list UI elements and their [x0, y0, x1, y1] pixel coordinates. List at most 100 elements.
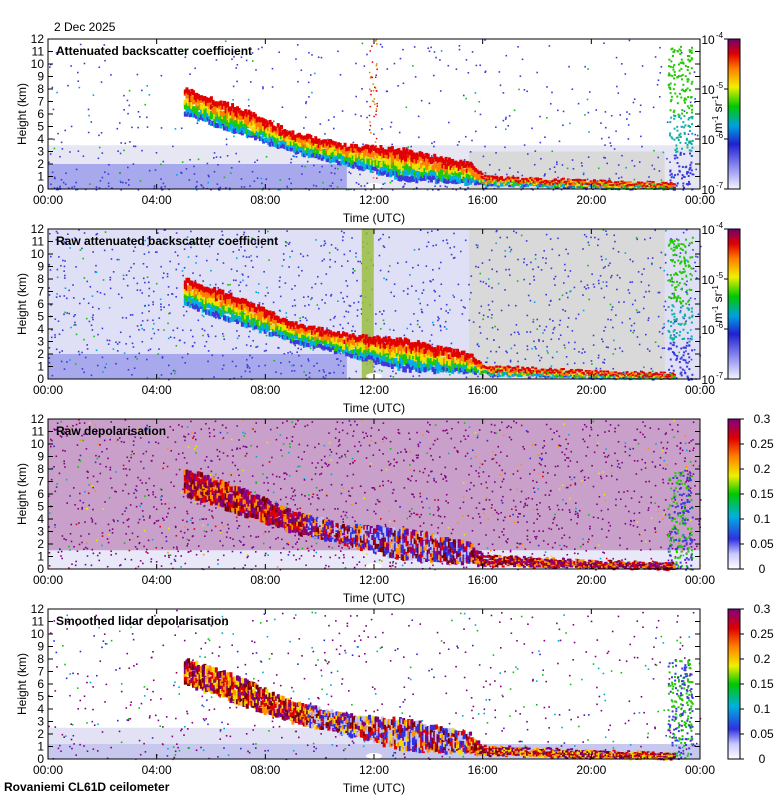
colorbar-tick-exponent: -6 — [716, 321, 724, 330]
cloud-band — [183, 469, 676, 572]
y-tick-label: 4 — [37, 512, 44, 526]
colorbar-tick-label: 0.05 — [750, 727, 774, 741]
y-tick-label: 10 — [31, 437, 45, 451]
y-tick-label: 5 — [37, 120, 44, 134]
colorbar-tick-label: 10 — [701, 273, 715, 287]
x-tick-label: 00:00 — [685, 193, 715, 207]
colorbar-gradient — [727, 228, 741, 380]
y-tick-label: 10 — [31, 247, 45, 261]
x-tick-label: 12:00 — [359, 763, 389, 777]
evening-signal-column — [667, 469, 694, 571]
x-tick-label: 20:00 — [576, 193, 606, 207]
x-axis-label: Time (UTC) — [343, 781, 405, 795]
y-tick-label: 0 — [37, 182, 44, 196]
colorbar-tick-label: 10 — [701, 183, 715, 197]
y-tick-label: 4 — [37, 132, 44, 146]
x-tick-label: 00:00 — [33, 193, 63, 207]
y-tick-label: 7 — [37, 285, 44, 299]
colorbar-tick-label: 0.3 — [754, 412, 771, 426]
colorbar-tick-label: 0.3 — [754, 602, 771, 616]
x-tick-label: 20:00 — [576, 573, 606, 587]
site-caption: Rovaniemi CL61D ceilometer — [4, 780, 170, 794]
x-tick-label: 16:00 — [468, 193, 498, 207]
y-axis-label: Height (km) — [15, 653, 29, 715]
colorbar-tick-label: 0.15 — [750, 487, 774, 501]
y-tick-label: 6 — [37, 107, 44, 121]
y-tick-label: 2 — [37, 537, 44, 551]
y-tick-label: 7 — [37, 665, 44, 679]
colorbar-unit: m-1 sr-1 — [711, 285, 725, 323]
colorbar-tick-label: 10 — [701, 323, 715, 337]
colorbar-tick-exponent: -7 — [716, 181, 724, 190]
colorbar-tick-exponent: -4 — [716, 221, 724, 230]
y-tick-label: 12 — [31, 602, 45, 616]
y-tick-label: 6 — [37, 297, 44, 311]
colorbar-tick-label: 10 — [701, 223, 715, 237]
colorbar-tick-exponent: -7 — [716, 371, 724, 380]
y-tick-label: 1 — [37, 550, 44, 564]
colorbar-unit: m-1 sr-1 — [711, 95, 725, 133]
colorbar-tick-label: 10 — [701, 33, 715, 47]
x-tick-label: 12:00 — [359, 383, 389, 397]
x-tick-label: 04:00 — [142, 573, 172, 587]
y-tick-label: 12 — [31, 32, 45, 46]
y-tick-label: 5 — [37, 500, 44, 514]
y-tick-label: 7 — [37, 475, 44, 489]
y-tick-label: 4 — [37, 322, 44, 336]
x-tick-label: 00:00 — [685, 763, 715, 777]
y-tick-label: 1 — [37, 740, 44, 754]
y-tick-label: 4 — [37, 702, 44, 716]
colorbar-tick-label: 10 — [701, 133, 715, 147]
x-tick-label: 08:00 — [250, 573, 280, 587]
panel-title: Raw depolarisation — [56, 424, 166, 438]
y-tick-label: 11 — [32, 45, 45, 59]
y-tick-label: 1 — [37, 170, 44, 184]
colorbar: 10-410-510-610 -7m-1 sr-1 — [701, 221, 741, 387]
y-tick-label: 8 — [37, 82, 44, 96]
x-tick-label: 20:00 — [576, 763, 606, 777]
x-tick-label: 00:00 — [685, 383, 715, 397]
colorbar: 10-410-510-610 -7m-1 sr-1 — [701, 31, 741, 197]
x-tick-label: 12:00 — [359, 573, 389, 587]
cloud-band — [183, 277, 676, 381]
colorbar: 0.3 0.25 0.2 0.15 0.1 0.05 0 — [727, 602, 774, 766]
x-axis-label: Time (UTC) — [343, 591, 405, 605]
colorbar-gradient — [727, 608, 741, 760]
x-tick-label: 16:00 — [468, 573, 498, 587]
y-tick-label: 0 — [37, 752, 44, 766]
y-tick-label: 0 — [37, 372, 44, 386]
x-tick-label: 00:00 — [33, 763, 63, 777]
y-tick-label: 6 — [37, 487, 44, 501]
colorbar-tick-label: 0.05 — [750, 537, 774, 551]
panel-title: Raw attenuated backscatter coefficient — [56, 234, 278, 248]
y-tick-label: 3 — [37, 145, 44, 159]
colorbar-tick-exponent: -4 — [716, 31, 724, 40]
y-axis-label: Height (km) — [15, 273, 29, 335]
y-tick-label: 10 — [31, 57, 45, 71]
y-tick-label: 3 — [37, 335, 44, 349]
panel-title: Smoothed lidar depolarisation — [56, 614, 229, 628]
y-tick-label: 9 — [37, 260, 44, 274]
y-tick-label: 9 — [37, 640, 44, 654]
x-tick-label: 04:00 — [142, 763, 172, 777]
colorbar-tick-label: 0 — [759, 562, 766, 576]
x-tick-label: 00:00 — [685, 573, 715, 587]
x-axis-label: Time (UTC) — [343, 401, 405, 415]
y-tick-label: 3 — [37, 525, 44, 539]
y-tick-label: 7 — [37, 95, 44, 109]
x-tick-label: 04:00 — [142, 383, 172, 397]
y-tick-label: 9 — [37, 70, 44, 84]
colorbar-tick-label: 0.2 — [754, 462, 771, 476]
evening-signal-column — [667, 236, 694, 381]
x-tick-label: 00:00 — [33, 573, 63, 587]
evening-signal-column — [667, 45, 694, 191]
y-tick-label: 12 — [31, 222, 45, 236]
y-tick-label: 3 — [37, 715, 44, 729]
y-tick-label: 12 — [31, 412, 45, 426]
x-tick-label: 20:00 — [576, 383, 606, 397]
colorbar-tick-exponent: -5 — [716, 81, 724, 90]
y-tick-label: 2 — [37, 727, 44, 741]
colorbar-gradient — [727, 418, 741, 570]
